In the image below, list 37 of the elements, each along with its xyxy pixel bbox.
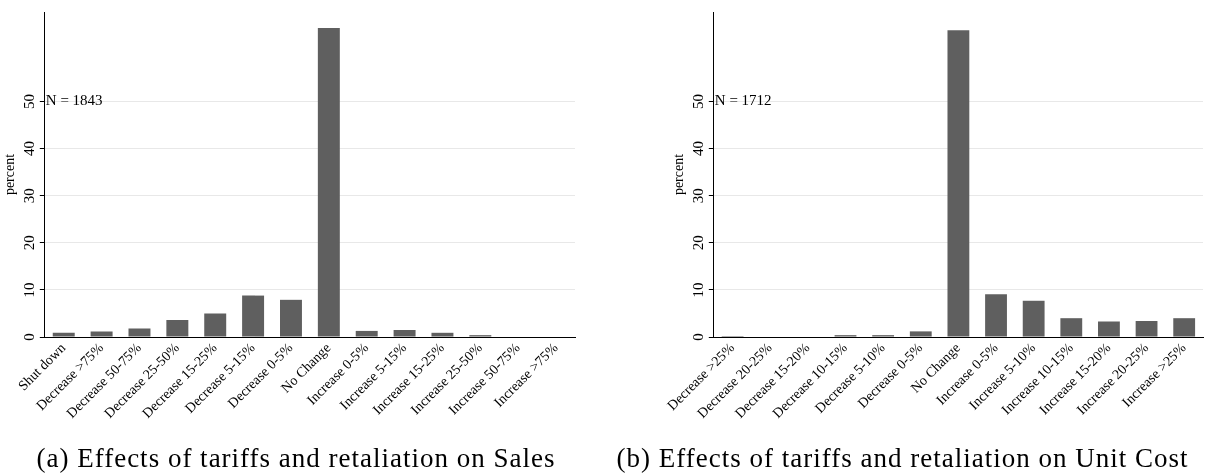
bar xyxy=(431,332,454,337)
bar xyxy=(128,328,151,337)
y-tick-label: 50 xyxy=(21,94,38,109)
bar xyxy=(909,331,932,337)
y-tick-label: 10 xyxy=(21,282,38,298)
y-tick-label: 30 xyxy=(690,188,707,204)
bar xyxy=(1173,318,1196,337)
annotation: N = 1843 xyxy=(45,92,103,109)
bar xyxy=(317,28,340,337)
bar xyxy=(279,299,302,337)
y-tick-label: 30 xyxy=(21,188,38,204)
bar xyxy=(1135,321,1158,337)
y-axis-title: percent xyxy=(2,153,18,196)
y-tick-label: 40 xyxy=(690,141,707,157)
bar xyxy=(242,295,265,337)
bar xyxy=(52,332,75,337)
y-tick-label: 10 xyxy=(690,282,707,298)
y-axis-title: percent xyxy=(671,153,687,196)
bar xyxy=(1060,318,1083,337)
text: (a) Effects of tariffs and retaliation on Sales xyxy=(35,443,557,474)
bar xyxy=(1022,300,1045,337)
bar xyxy=(355,330,378,337)
y-tick-label: 50 xyxy=(690,94,707,109)
bar xyxy=(204,313,227,337)
y-tick-label: 0 xyxy=(690,333,707,341)
bar xyxy=(393,329,416,337)
y-tick-label: 20 xyxy=(21,235,38,251)
bar xyxy=(1098,321,1120,337)
y-tick-label: 40 xyxy=(21,141,38,157)
y-tick-label: 20 xyxy=(690,235,707,251)
bar xyxy=(166,320,189,337)
bar xyxy=(947,30,970,337)
bar xyxy=(90,331,113,337)
y-tick-label: 0 xyxy=(21,333,38,341)
annotation: N = 1712 xyxy=(714,92,772,109)
text: (b) Effects of tariffs and retaliation on Unit Cost xyxy=(615,443,1190,474)
bar xyxy=(985,294,1007,337)
